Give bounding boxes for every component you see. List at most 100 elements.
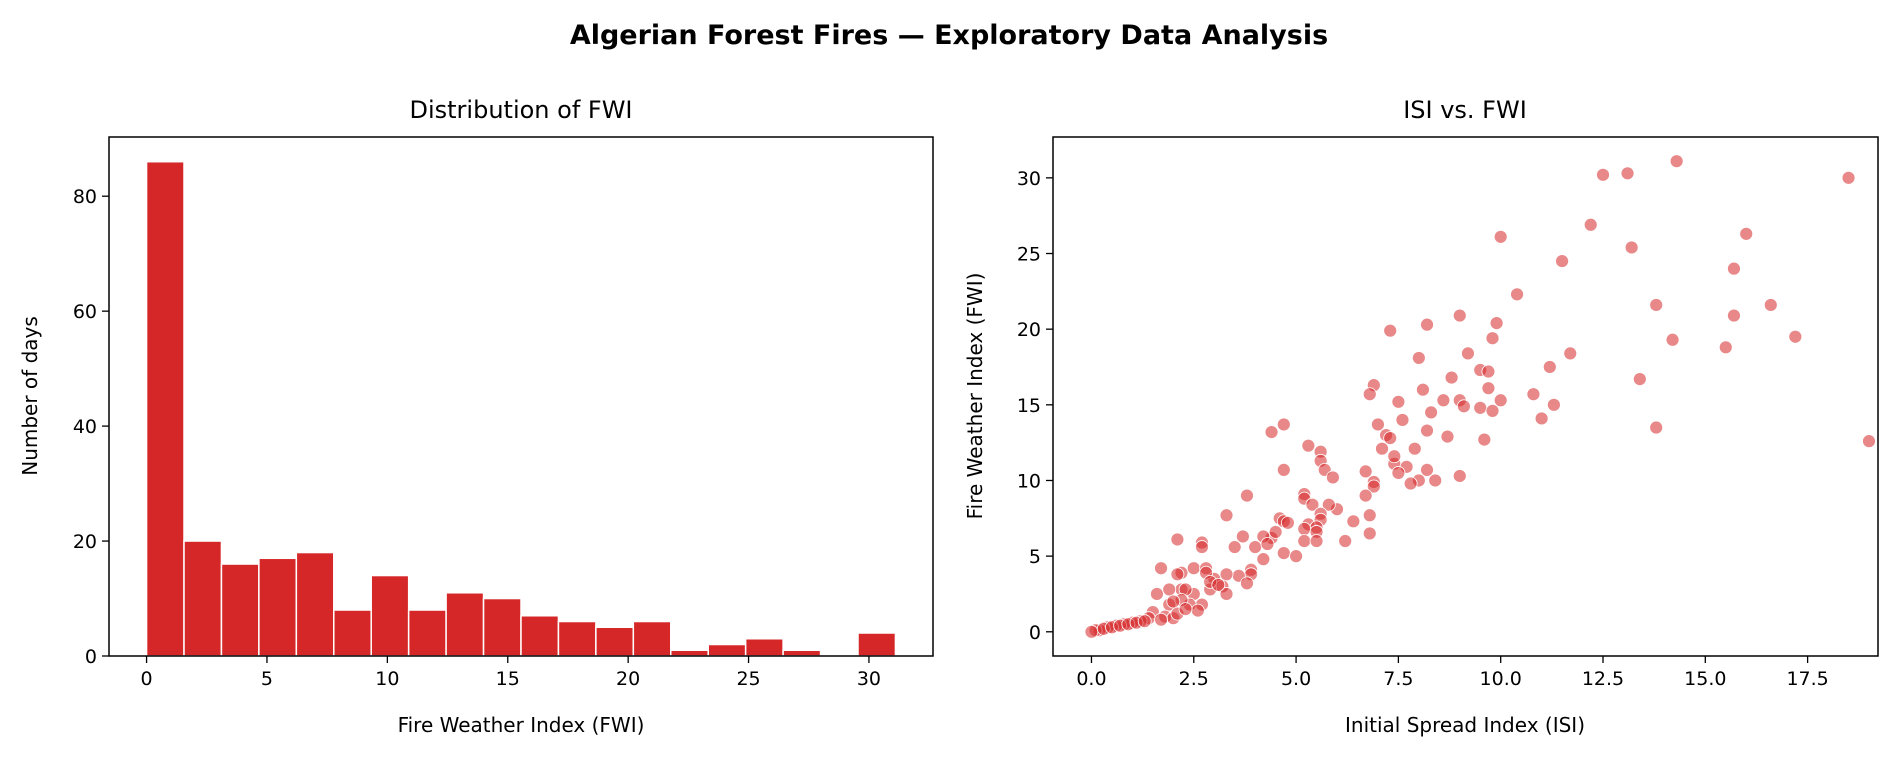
- histogram-bar: [595, 626, 635, 657]
- scatter-point: [1481, 364, 1496, 379]
- histogram-x-tick-label: 25: [736, 668, 760, 690]
- scatter-y-tick-label: 0: [1029, 622, 1041, 644]
- scatter-point: [1739, 226, 1754, 241]
- scatter-x-tick-label: 15.0: [1684, 668, 1726, 690]
- scatter-point: [1219, 567, 1234, 582]
- scatter-point: [1240, 576, 1254, 591]
- scatter-point: [1150, 587, 1164, 601]
- histogram-y-tick-label: 80: [73, 186, 97, 208]
- scatter-point: [1440, 429, 1455, 444]
- scatter-point: [1424, 405, 1439, 420]
- scatter-point: [1428, 473, 1443, 488]
- scatter-point: [1403, 476, 1418, 491]
- scatter-point: [1362, 387, 1377, 402]
- scatter-point: [1510, 287, 1524, 302]
- scatter-point: [1407, 441, 1422, 456]
- scatter-point: [1170, 567, 1185, 582]
- scatter-y-tick-label: 15: [1017, 395, 1041, 417]
- scatter-point: [1190, 603, 1205, 618]
- scatter-point: [1211, 577, 1226, 592]
- scatter-point: [1583, 217, 1598, 232]
- histogram-x-tick-label: 5: [261, 668, 273, 690]
- scatter-point: [1563, 346, 1578, 361]
- scatter-point: [1195, 540, 1209, 554]
- scatter-point: [1718, 340, 1733, 355]
- histogram-y-tick-label: 0: [85, 646, 97, 668]
- scatter-point: [1170, 532, 1185, 547]
- scatter-y-tick-label: 10: [1017, 470, 1041, 492]
- scatter-point: [1727, 308, 1741, 323]
- scatter-point: [1841, 170, 1856, 185]
- scatter-point: [1452, 469, 1467, 483]
- scatter-axes-frame: [1052, 136, 1879, 657]
- scatter-y-tick-label: 25: [1017, 244, 1041, 266]
- scatter-title: ISI vs. FWI: [1403, 96, 1527, 124]
- histogram-x-tick-label: 30: [857, 668, 881, 690]
- scatter-point: [1358, 464, 1373, 479]
- scatter-x-label: Initial Spread Index (ISI): [1345, 713, 1585, 737]
- scatter-point: [1411, 351, 1426, 365]
- scatter-x-tick-label: 12.5: [1582, 668, 1624, 690]
- scatter-point: [1219, 508, 1234, 523]
- scatter-point: [1137, 614, 1152, 629]
- histogram-bar: [220, 563, 260, 657]
- scatter-point: [1534, 411, 1549, 426]
- scatter-x-tick-label: 0.0: [1076, 668, 1106, 690]
- histogram-bar: [707, 643, 747, 657]
- scatter-point: [1473, 400, 1488, 415]
- histogram-y-label: Number of days: [18, 316, 42, 476]
- histogram-x-tick-label: 15: [496, 668, 520, 690]
- scatter-point: [1416, 382, 1430, 397]
- scatter-point: [1362, 508, 1377, 523]
- scatter-point: [1481, 381, 1496, 396]
- figure-title: Algerian Forest Fires — Exploratory Data…: [570, 20, 1328, 51]
- scatter-point: [1485, 403, 1500, 418]
- scatter-point: [1420, 317, 1434, 332]
- scatter-point: [1186, 561, 1201, 576]
- scatter-x-tick-label: 2.5: [1179, 668, 1209, 690]
- scatter-point: [1391, 466, 1406, 480]
- scatter-point: [1649, 298, 1664, 312]
- scatter-point: [1280, 515, 1295, 530]
- scatter-point: [1763, 298, 1778, 312]
- scatter-point: [1395, 413, 1410, 427]
- histogram-x-tick-label: 0: [141, 668, 153, 690]
- histogram-bar: [445, 592, 485, 657]
- scatter-point: [1493, 393, 1508, 408]
- histogram-x-tick-label: 20: [616, 668, 640, 690]
- scatter-point: [1788, 329, 1803, 344]
- histogram-bar: [482, 597, 522, 657]
- histogram-bar: [782, 649, 822, 657]
- scatter-point: [1456, 399, 1471, 414]
- scatter-point: [1276, 546, 1291, 561]
- scatter-point: [1166, 594, 1181, 609]
- scatter-point: [1219, 587, 1234, 601]
- scatter-point: [1326, 470, 1340, 485]
- scatter-point: [1154, 612, 1168, 627]
- scatter-point: [1383, 431, 1398, 446]
- scatter-point: [1309, 534, 1324, 548]
- scatter-point: [1546, 397, 1561, 412]
- scatter-point: [1727, 261, 1741, 276]
- scatter-point: [1268, 525, 1283, 539]
- scatter-panel: ISI vs. FWI 0.0 2.5 5.0 7.5 10.0 12.5 15.0 17.5…: [963, 96, 1879, 737]
- scatter-x-tick-label: 5.0: [1281, 668, 1311, 690]
- scatter-point: [1256, 552, 1271, 567]
- scatter-point: [1420, 423, 1434, 438]
- scatter-point: [1240, 488, 1254, 503]
- histogram-bar: [145, 160, 185, 657]
- scatter-point: [1297, 521, 1312, 536]
- histogram-bar: [557, 620, 597, 657]
- scatter-point: [1260, 537, 1275, 551]
- scatter-point: [1084, 624, 1099, 639]
- scatter-point: [1485, 331, 1500, 346]
- scatter-point: [1338, 534, 1353, 548]
- scatter-point: [1391, 394, 1406, 409]
- scatter-point: [1452, 308, 1467, 323]
- scatter-point: [1264, 425, 1279, 439]
- scatter-point: [1489, 316, 1504, 331]
- scatter-point: [1235, 529, 1250, 544]
- histogram-bar: [670, 649, 709, 657]
- histogram-axes-frame: [108, 136, 934, 657]
